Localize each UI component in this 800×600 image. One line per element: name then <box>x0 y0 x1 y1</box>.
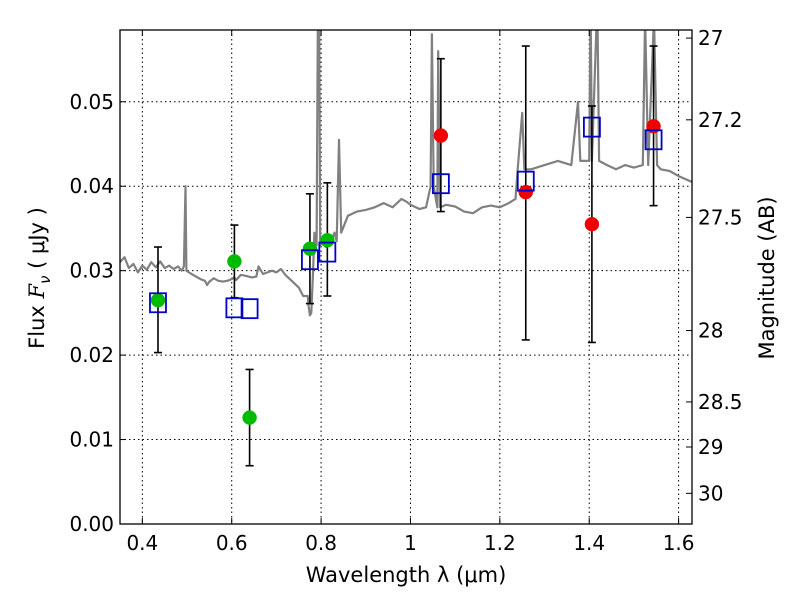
red-data-point <box>433 128 449 143</box>
x-tick-label: 0.8 <box>305 531 337 555</box>
model-band-square <box>431 173 450 195</box>
model-band-square <box>644 129 663 151</box>
y-axis-title-prefix: Flux <box>25 299 49 349</box>
y-tick-label: 0.03 <box>69 259 114 283</box>
green-data-point <box>242 410 257 425</box>
model-band-square <box>301 249 319 271</box>
right-tick-label: 27.5 <box>698 205 743 229</box>
tick-labels: 0.4 0.6 0.8 1 1.2 1.4 1.6 0.00 0.01 0.02 0.03 0.04 0… <box>69 26 742 555</box>
x-tick-label: 1.4 <box>573 531 605 555</box>
y-tick-label: 0.04 <box>69 174 114 198</box>
right-tick-label: 30 <box>698 481 723 505</box>
green-data-point <box>150 292 166 308</box>
x-axis-title: Wavelength λ (μm) <box>306 563 507 587</box>
tick-marks <box>120 30 692 525</box>
right-tick-label: 29 <box>698 435 723 459</box>
right-tick-label: 27 <box>698 26 723 50</box>
y-tick-label: 0.05 <box>69 90 114 114</box>
y-axis-title-left: Flux Fν ( μJy ) <box>25 207 54 349</box>
green-data-point <box>320 233 335 248</box>
model-band-square <box>149 292 167 314</box>
y-axis-title-symbol: F <box>25 283 49 300</box>
right-tick-label: 27.2 <box>698 108 743 132</box>
y-axis-title-unit: ( μJy ) <box>25 207 49 275</box>
red-data-point <box>584 216 600 232</box>
y-tick-label: 0.00 <box>69 512 114 536</box>
y-tick-label: 0.01 <box>69 428 114 452</box>
model-band-square <box>318 241 337 263</box>
grid <box>120 30 692 524</box>
plot-frame <box>119 29 693 525</box>
x-tick-label: 1.6 <box>663 531 695 555</box>
model-band-square <box>583 116 601 138</box>
green-data-point <box>302 241 318 256</box>
model-band-square <box>516 170 535 192</box>
y-tick-label: 0.02 <box>69 343 114 367</box>
x-tick-label: 0.6 <box>216 531 248 555</box>
marker-layer <box>149 116 663 425</box>
y-axis-title-subscript: ν <box>36 276 54 284</box>
x-tick-label: 0.4 <box>126 531 158 555</box>
green-data-point <box>227 254 242 269</box>
right-tick-label: 28.5 <box>698 390 743 414</box>
x-tick-label: 1.2 <box>484 531 516 555</box>
right-tick-label: 28 <box>698 319 723 343</box>
y-axis-title-right: Magnitude (AB) <box>755 196 779 359</box>
x-tick-label: 1 <box>404 531 417 555</box>
model-band-square <box>240 298 259 320</box>
red-data-point <box>518 184 534 200</box>
